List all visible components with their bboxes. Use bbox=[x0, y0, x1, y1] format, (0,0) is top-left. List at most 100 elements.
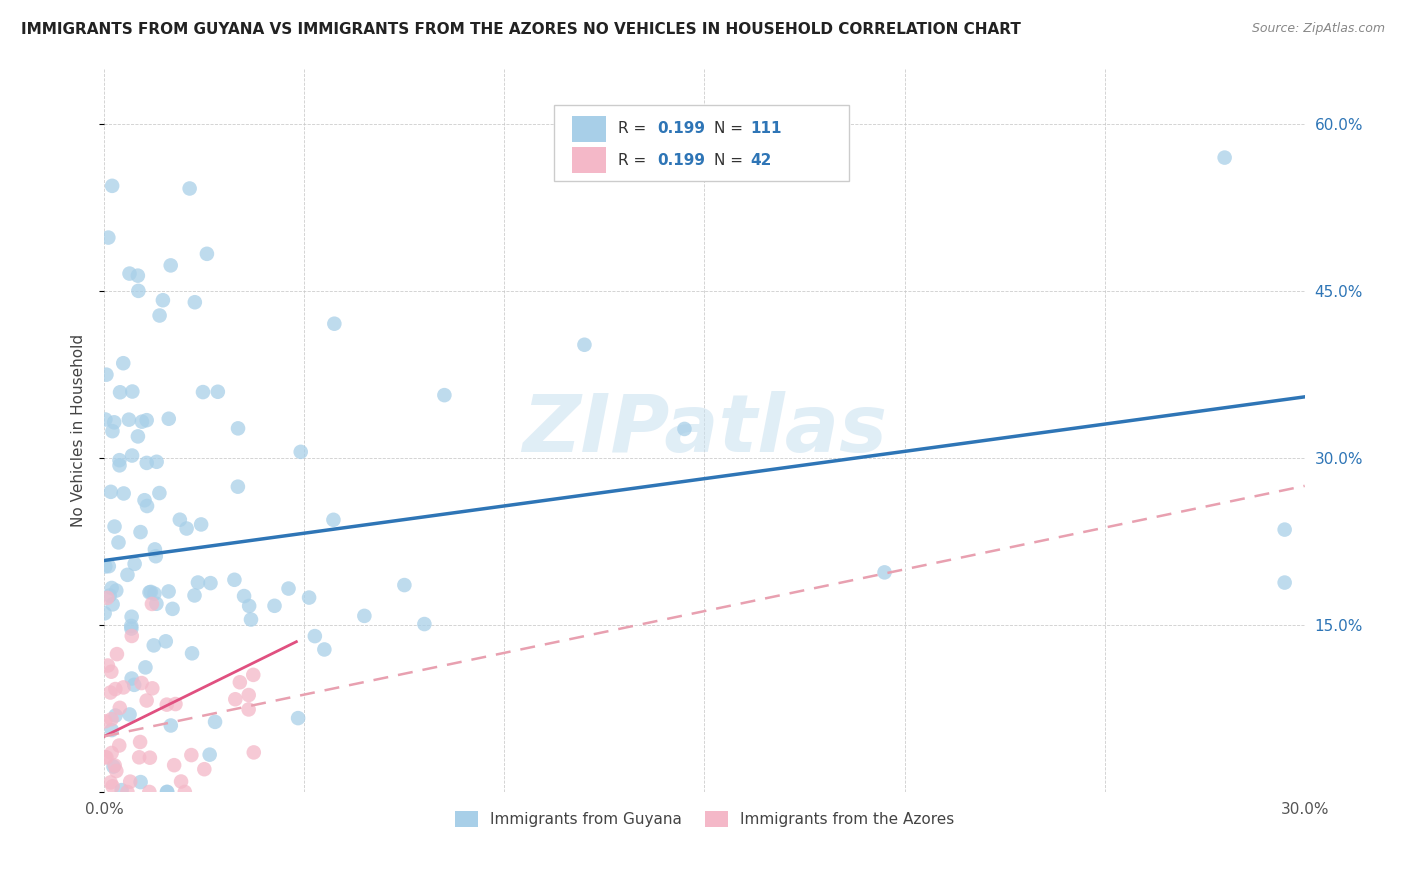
Point bbox=[204, 714, 226, 729]
Point bbox=[173, 785, 195, 799]
Point bbox=[263, 599, 285, 613]
Point bbox=[129, 525, 152, 540]
Point bbox=[141, 681, 163, 696]
Point bbox=[117, 567, 139, 582]
Point bbox=[238, 599, 260, 613]
Point bbox=[121, 609, 143, 624]
Point bbox=[101, 424, 124, 438]
Point bbox=[224, 573, 246, 587]
Point bbox=[124, 557, 146, 571]
Text: 42: 42 bbox=[749, 153, 772, 168]
Point bbox=[170, 774, 193, 789]
Point bbox=[131, 676, 153, 690]
Point bbox=[121, 449, 143, 463]
Point bbox=[135, 413, 157, 427]
Point bbox=[1274, 575, 1296, 590]
Point bbox=[94, 714, 117, 729]
Point bbox=[287, 711, 309, 725]
Point bbox=[156, 785, 179, 799]
Point bbox=[103, 415, 125, 429]
Point bbox=[143, 587, 166, 601]
Point bbox=[353, 608, 375, 623]
Point bbox=[101, 723, 124, 737]
Point bbox=[163, 758, 186, 772]
Point bbox=[433, 388, 456, 402]
Point bbox=[105, 647, 128, 661]
Point bbox=[96, 591, 118, 605]
Point bbox=[96, 750, 118, 764]
Point bbox=[190, 517, 212, 532]
Point bbox=[574, 337, 596, 351]
Point bbox=[141, 597, 163, 611]
Point bbox=[143, 542, 166, 557]
Y-axis label: No Vehicles in Household: No Vehicles in Household bbox=[72, 334, 86, 527]
Point bbox=[169, 513, 191, 527]
Point bbox=[226, 480, 249, 494]
Point bbox=[1274, 523, 1296, 537]
Point bbox=[97, 559, 120, 574]
Point bbox=[238, 702, 260, 716]
Text: R =: R = bbox=[619, 121, 651, 136]
Point bbox=[165, 697, 187, 711]
Point bbox=[94, 412, 117, 426]
Point bbox=[162, 602, 184, 616]
Point bbox=[120, 619, 142, 633]
Text: 0.199: 0.199 bbox=[658, 153, 706, 168]
Point bbox=[108, 385, 131, 400]
Point bbox=[159, 259, 181, 273]
Point bbox=[156, 785, 179, 799]
Text: R =: R = bbox=[619, 153, 651, 168]
Point bbox=[198, 747, 221, 762]
Point bbox=[129, 775, 152, 789]
Point bbox=[97, 230, 120, 244]
Point bbox=[152, 293, 174, 308]
Point bbox=[138, 785, 160, 799]
Point bbox=[136, 499, 159, 513]
Text: ZIPatlas: ZIPatlas bbox=[522, 392, 887, 469]
Point bbox=[145, 597, 167, 611]
Point bbox=[181, 646, 204, 660]
Point bbox=[207, 384, 229, 399]
Point bbox=[122, 678, 145, 692]
Point bbox=[96, 368, 118, 382]
Point bbox=[314, 642, 336, 657]
Text: N =: N = bbox=[714, 121, 748, 136]
Legend: Immigrants from Guyana, Immigrants from the Azores: Immigrants from Guyana, Immigrants from … bbox=[447, 804, 962, 835]
Point bbox=[121, 629, 143, 643]
Point bbox=[121, 384, 143, 399]
Point bbox=[179, 181, 201, 195]
Point bbox=[242, 746, 264, 760]
Point bbox=[238, 688, 260, 702]
Text: 0.199: 0.199 bbox=[658, 121, 706, 136]
Point bbox=[97, 658, 120, 673]
Point bbox=[191, 385, 214, 400]
Point bbox=[176, 522, 198, 536]
Point bbox=[112, 356, 135, 370]
Point bbox=[127, 284, 149, 298]
Point bbox=[127, 268, 149, 283]
Point bbox=[112, 486, 135, 500]
Point bbox=[240, 613, 263, 627]
Point bbox=[108, 453, 131, 467]
Point bbox=[156, 698, 179, 712]
Point bbox=[127, 429, 149, 443]
Point bbox=[148, 486, 170, 500]
Text: Source: ZipAtlas.com: Source: ZipAtlas.com bbox=[1251, 22, 1385, 36]
Point bbox=[129, 735, 152, 749]
Point bbox=[93, 607, 115, 621]
Point bbox=[128, 750, 150, 764]
Point bbox=[187, 575, 209, 590]
Point bbox=[413, 617, 436, 632]
Point bbox=[139, 750, 162, 764]
Point bbox=[118, 412, 141, 426]
Point bbox=[149, 309, 172, 323]
Point bbox=[103, 759, 125, 773]
Point bbox=[145, 549, 167, 564]
Point bbox=[101, 178, 124, 193]
Point bbox=[134, 660, 156, 674]
Point bbox=[298, 591, 321, 605]
Point bbox=[98, 589, 121, 603]
Point bbox=[226, 421, 249, 435]
Point bbox=[184, 295, 207, 310]
Point bbox=[120, 774, 142, 789]
